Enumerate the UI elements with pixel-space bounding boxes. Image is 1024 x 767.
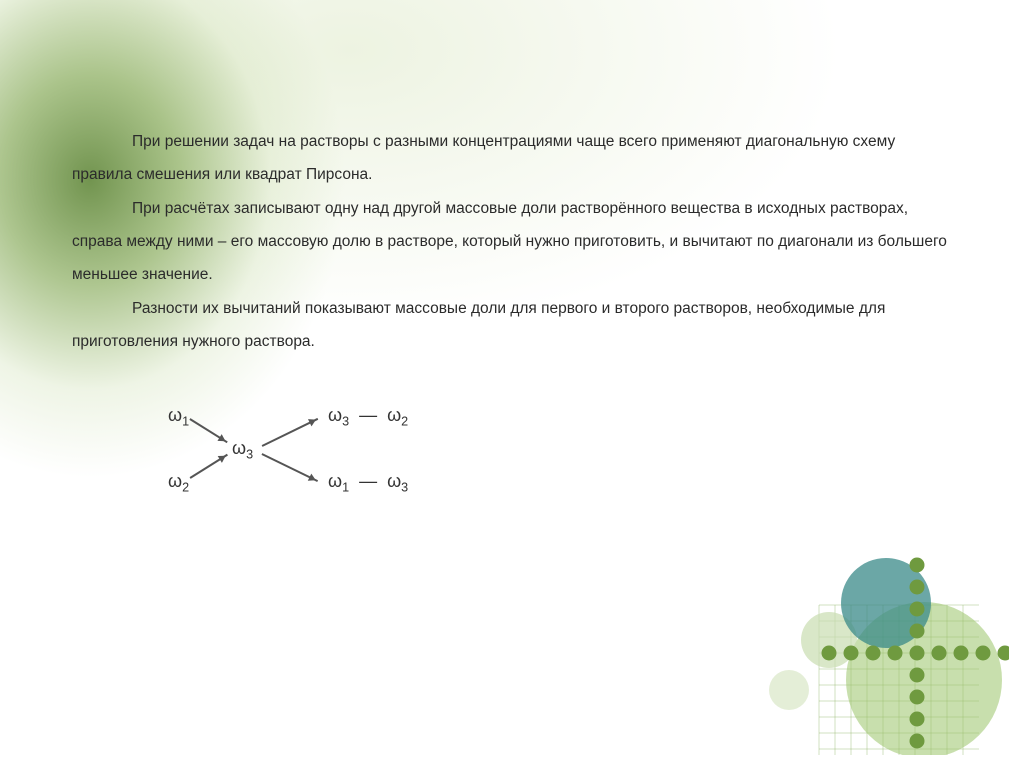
corner-decoration (689, 475, 1009, 755)
omega-2: ω2 (168, 471, 189, 495)
diff-top: ω3 — ω2 (328, 405, 408, 429)
pearson-square-diagram: ω1 ω2 ω3 ω3 — ω2 ω1 — ω3 (168, 405, 528, 525)
paragraph-1: При решении задач на растворы с разными … (72, 125, 952, 192)
omega-3-center: ω3 (232, 438, 253, 462)
body-text: При решении задач на растворы с разными … (0, 0, 1024, 358)
paragraph-2: При расчётах записывают одну над другой … (72, 192, 952, 292)
paragraph-3: Разности их вычитаний показывают массовы… (72, 292, 952, 359)
diff-bottom: ω1 — ω3 (328, 471, 408, 495)
omega-1: ω1 (168, 405, 189, 429)
